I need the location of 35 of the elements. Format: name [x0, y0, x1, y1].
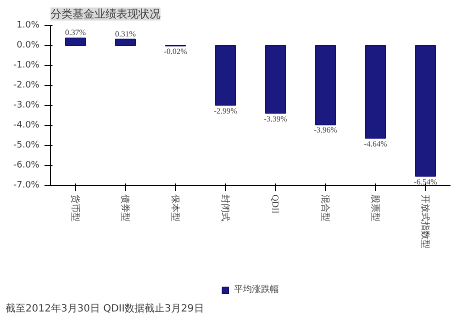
bar — [65, 38, 86, 46]
y-tick-label: 1.0% — [16, 20, 40, 30]
text: 0.37% — [65, 28, 86, 38]
bar — [365, 45, 386, 139]
bar — [415, 45, 436, 177]
y-tick-label: -5.0% — [13, 140, 40, 150]
text: -2.99% — [214, 106, 238, 116]
bar — [315, 45, 336, 126]
x-tick-label: 股票型 — [370, 194, 380, 222]
text: -4.64% — [364, 139, 388, 148]
text: -3.39% — [264, 114, 288, 124]
legend-label: 平均涨跌幅 — [234, 284, 279, 296]
text: 0.31% — [115, 29, 136, 38]
x-tick-label: 开放式指数型 — [420, 194, 430, 249]
y-tick-label: -1.0% — [13, 60, 40, 70]
text: -0.02% — [164, 46, 188, 56]
bar — [215, 45, 236, 106]
y-tick-label: 0.0% — [16, 40, 40, 50]
x-tick-label: 混合型 — [320, 194, 330, 222]
x-tick-label: 保本型 — [170, 194, 180, 222]
y-tick-label: -7.0% — [13, 180, 40, 190]
text: 截至2012年3月30日 QDII数据截止3月29日 — [6, 302, 204, 314]
text: -3.96% — [314, 126, 338, 135]
x-tick-label: QDII — [270, 194, 280, 214]
bar — [115, 38, 136, 46]
y-tick-label: -4.0% — [13, 120, 40, 130]
x-tick-label: 债券型 — [120, 194, 130, 222]
x-tick-label: 封闭式 — [220, 194, 230, 222]
y-tick-label: -2.0% — [13, 80, 40, 90]
y-tick-label: -3.0% — [13, 100, 40, 110]
text: -6.54% — [414, 177, 438, 186]
x-tick-label: 货币型 — [70, 194, 80, 222]
chart-title: 分类基金业绩表现状况 — [50, 8, 160, 20]
y-tick-label: -6.0% — [13, 160, 40, 170]
bar — [265, 45, 286, 114]
